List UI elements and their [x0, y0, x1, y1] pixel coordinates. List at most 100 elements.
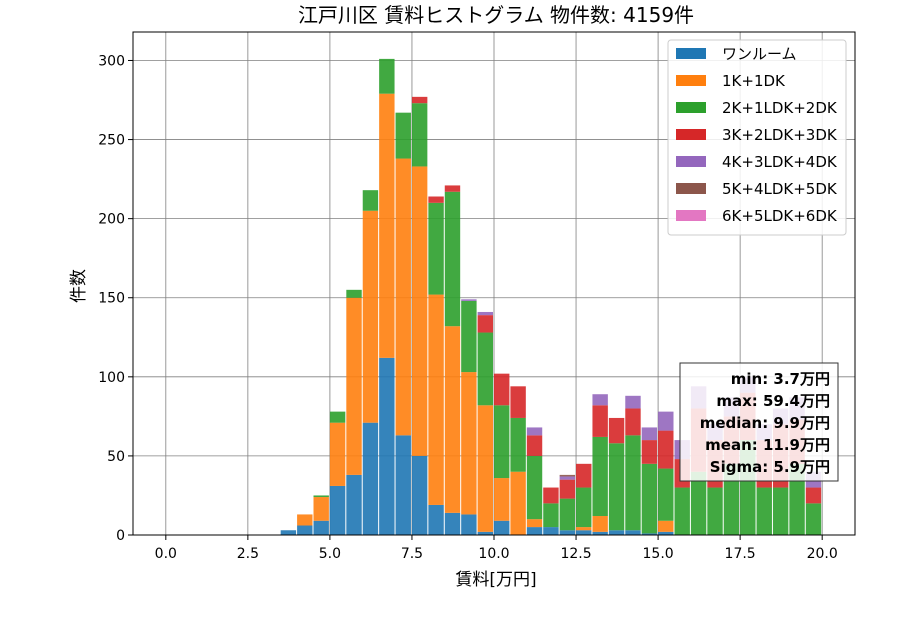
histogram-bar — [510, 471, 526, 535]
histogram-bar — [559, 498, 576, 531]
histogram-bar — [346, 474, 362, 535]
histogram-bar — [362, 422, 379, 535]
stats-line: min: 3.7万円 — [731, 370, 830, 388]
histogram-bar — [526, 427, 543, 436]
histogram-bar — [428, 294, 444, 505]
histogram-bar — [526, 455, 543, 520]
y-tick-label: 100 — [98, 370, 125, 386]
histogram-bar — [690, 471, 707, 535]
histogram-bar — [362, 210, 379, 423]
stats-line: mean: 11.9万円 — [705, 436, 830, 454]
x-tick-label: 2.5 — [237, 546, 259, 562]
stats-line: max: 59.4万円 — [716, 392, 830, 410]
legend-swatch — [676, 75, 706, 86]
histogram-bar — [379, 357, 395, 535]
legend-label: 4K+3LDK+4DK — [722, 153, 838, 171]
histogram-bar — [395, 435, 411, 535]
legend-swatch — [676, 48, 706, 59]
histogram-bar — [658, 531, 674, 535]
histogram-bar — [510, 417, 526, 472]
legend-swatch — [676, 156, 706, 167]
legend-swatch — [676, 102, 706, 113]
histogram-bar — [641, 463, 658, 534]
y-tick-label: 50 — [107, 449, 125, 465]
legend-label: 1K+1DK — [722, 72, 786, 90]
y-tick-label: 300 — [98, 53, 125, 69]
stats-box-frame — [679, 362, 839, 482]
histogram-bar — [395, 158, 411, 436]
stats-line: Sigma: 5.9万円 — [710, 458, 830, 476]
y-tick-label: 250 — [98, 133, 125, 149]
histogram-bar — [362, 190, 379, 211]
y-tick-label: 150 — [98, 291, 125, 307]
legend-label: 2K+1LDK+2DK — [722, 99, 838, 117]
histogram-bar — [641, 440, 658, 464]
histogram-bar — [559, 474, 576, 477]
histogram-bar — [395, 112, 411, 159]
histogram-bar — [379, 93, 395, 358]
histogram-bar — [477, 315, 493, 333]
histogram-bar — [428, 196, 444, 203]
histogram-bar — [444, 326, 461, 513]
histogram-bar — [576, 463, 592, 488]
legend-label: 6K+5LDK+6DK — [722, 207, 838, 225]
histogram-bar — [625, 530, 641, 535]
histogram-bar — [658, 430, 674, 469]
histogram-bar — [494, 373, 510, 406]
histogram-bar — [543, 527, 559, 535]
histogram-bar — [576, 527, 592, 531]
histogram-bar — [592, 405, 608, 437]
x-tick-label: 20.0 — [807, 546, 838, 562]
histogram-bar — [526, 519, 543, 528]
histogram-bar — [772, 487, 789, 535]
histogram-bar — [444, 185, 461, 192]
histogram-bar — [576, 487, 592, 528]
histogram-bar — [428, 504, 444, 535]
legend-swatch — [676, 210, 706, 221]
x-tick-label: 5.0 — [319, 546, 341, 562]
x-tick-label: 10.0 — [478, 546, 509, 562]
histogram-bar — [543, 487, 559, 504]
histogram-bar — [608, 530, 625, 535]
histogram-bar — [477, 531, 493, 535]
legend-swatch — [676, 183, 706, 194]
histogram-bar — [805, 487, 822, 504]
histogram-bar — [461, 514, 477, 535]
histogram-bar — [329, 485, 346, 535]
histogram-bar — [526, 527, 543, 535]
histogram-bar — [313, 497, 329, 521]
histogram-bar — [510, 386, 526, 418]
histogram-bar — [477, 311, 493, 316]
histogram-bar — [608, 417, 625, 444]
histogram-bar — [592, 436, 608, 517]
histogram-bar — [280, 530, 297, 535]
histogram-bar — [723, 463, 740, 535]
histogram-bar — [346, 289, 362, 298]
histogram-bar — [543, 503, 559, 528]
x-tick-label: 0.0 — [155, 546, 177, 562]
histogram-bar — [674, 487, 690, 535]
x-axis-label: 賃料[万円] — [455, 570, 536, 590]
histogram-bar — [313, 520, 329, 535]
legend-label: 3K+2LDK+3DK — [722, 126, 838, 144]
histogram-bar — [461, 372, 477, 515]
legend-box — [667, 39, 847, 236]
histogram-bar — [411, 103, 428, 167]
chart-title: 江戸川区 賃料ヒストグラム 物件数: 4159件 — [298, 3, 694, 27]
histogram-bar — [641, 427, 658, 441]
histogram-bar — [641, 533, 658, 535]
y-tick-label: 200 — [98, 212, 125, 228]
histogram-bar — [494, 405, 510, 479]
stats-line: median: 9.9万円 — [700, 414, 830, 432]
histogram-bar — [379, 58, 395, 94]
x-tick-label: 15.0 — [643, 546, 674, 562]
histogram-bar — [658, 520, 674, 532]
histogram-bar — [444, 512, 461, 535]
histogram-bar — [625, 435, 641, 531]
histogram-bar — [329, 422, 346, 486]
histogram-bar — [494, 520, 510, 535]
stats-box: min: 3.7万円 max: 59.4万円 median: 9.9万円 mean: … — [679, 362, 839, 482]
histogram-bar — [477, 332, 493, 406]
histogram-bar — [461, 299, 477, 301]
x-tick-label: 17.5 — [725, 546, 756, 562]
